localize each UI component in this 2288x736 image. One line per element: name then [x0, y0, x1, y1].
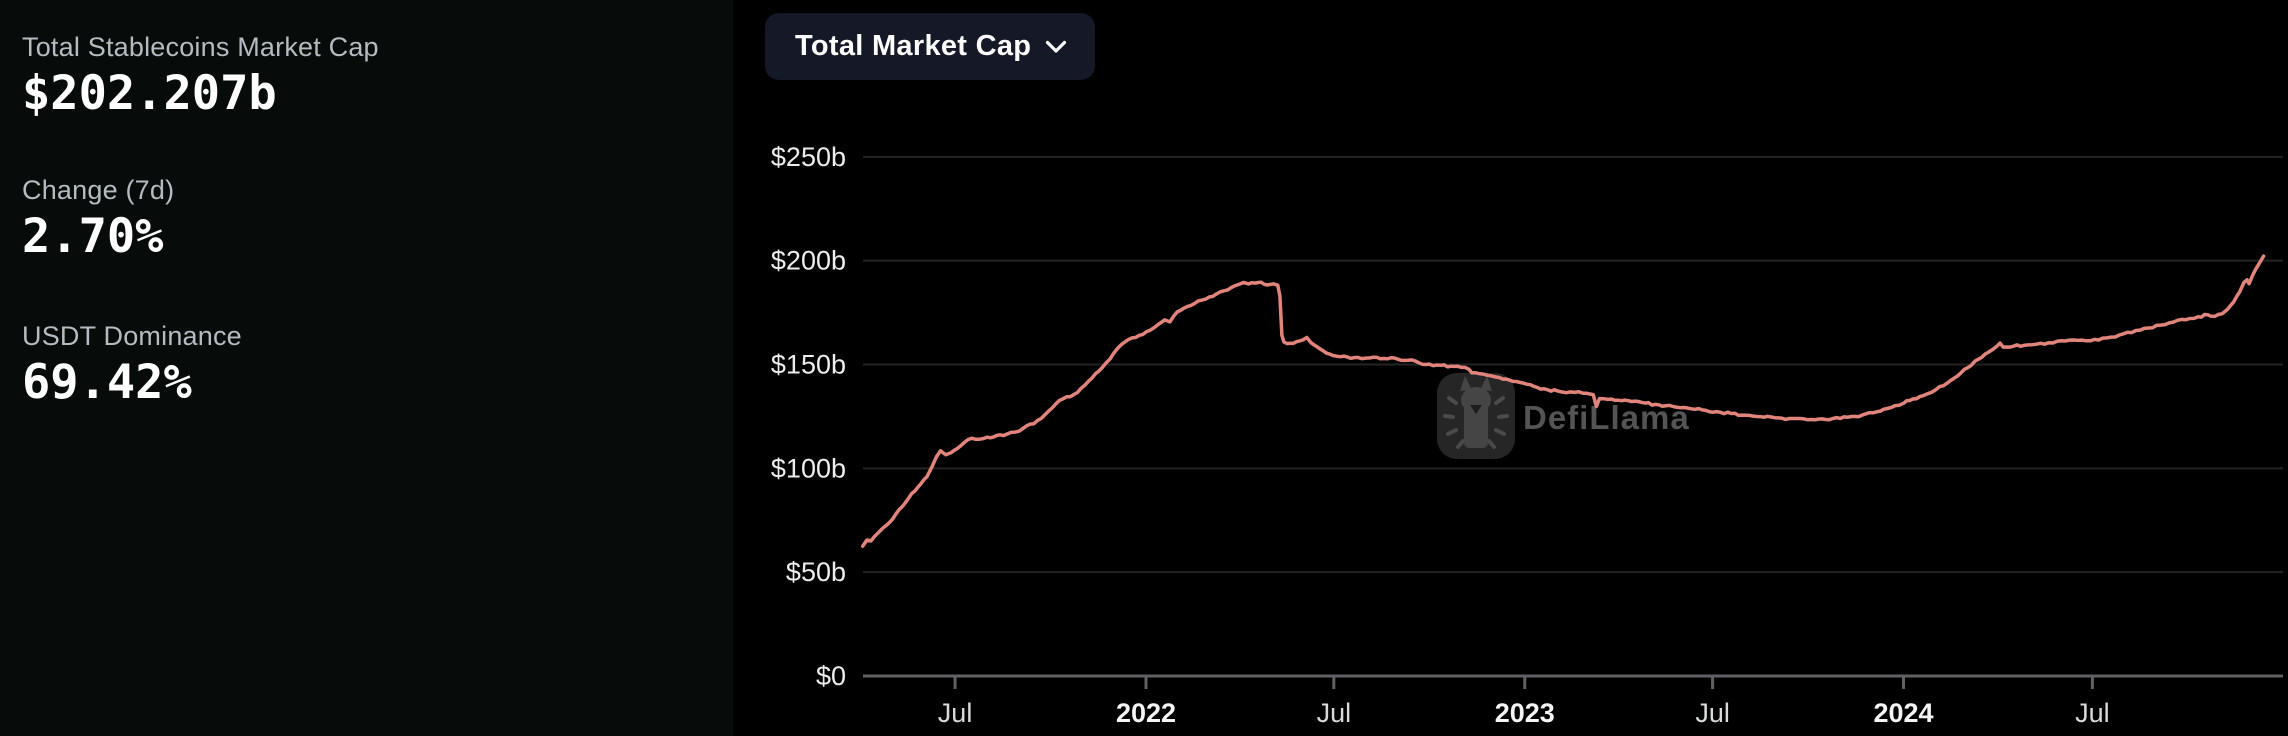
market-cap-chart[interactable]: $0 $50b $100b $150b $200b $250b Jul 2022 Jul 202…	[733, 0, 2288, 736]
stat-label: Change (7d)	[22, 175, 175, 205]
y-axis-labels: $0 $50b $100b $150b $200b $250b	[771, 142, 846, 691]
stat-change-7d: Change (7d) 2.70%	[22, 174, 174, 262]
svg-text:2022: 2022	[1116, 698, 1176, 728]
svg-text:Jul: Jul	[1695, 698, 1730, 728]
stat-usdt-dominance: USDT Dominance 69.42%	[22, 320, 242, 408]
svg-text:$50b: $50b	[786, 557, 846, 587]
svg-text:$0: $0	[816, 661, 846, 691]
svg-text:2023: 2023	[1495, 698, 1555, 728]
stat-label: Total Stablecoins Market Cap	[22, 32, 379, 62]
stats-panel: Total Stablecoins Market Cap $202.207b C…	[0, 0, 733, 736]
metric-dropdown-button[interactable]: Total Market Cap	[765, 13, 1096, 80]
x-axis-labels: Jul 2022 Jul 2023 Jul 2024 Jul	[938, 698, 2110, 728]
chart-panel: $0 $50b $100b $150b $200b $250b Jul 2022 Jul 202…	[733, 0, 2288, 736]
stat-value: 2.70%	[22, 209, 164, 264]
svg-text:$150b: $150b	[771, 350, 846, 380]
svg-text:$100b: $100b	[771, 453, 846, 483]
chevron-down-icon	[1046, 40, 1067, 53]
svg-text:Jul: Jul	[2075, 698, 2110, 728]
stat-value: 69.42%	[22, 355, 192, 410]
svg-text:$250b: $250b	[771, 142, 846, 172]
chart-gridlines	[863, 155, 2283, 574]
stat-total-market-cap: Total Stablecoins Market Cap $202.207b	[22, 31, 379, 119]
defillama-watermark: DefiLlama	[1437, 373, 1689, 459]
svg-text:2024: 2024	[1873, 698, 1933, 728]
svg-text:Jul: Jul	[938, 698, 973, 728]
total-market-cap-line	[860, 254, 2266, 548]
x-axis	[863, 674, 2283, 689]
metric-dropdown-label: Total Market Cap	[795, 30, 1032, 62]
svg-text:$200b: $200b	[771, 246, 846, 276]
stat-value: $202.207b	[22, 66, 277, 121]
svg-text:Jul: Jul	[1317, 698, 1352, 728]
defillama-logo-icon	[1437, 373, 1515, 459]
stat-label: USDT Dominance	[22, 321, 242, 351]
